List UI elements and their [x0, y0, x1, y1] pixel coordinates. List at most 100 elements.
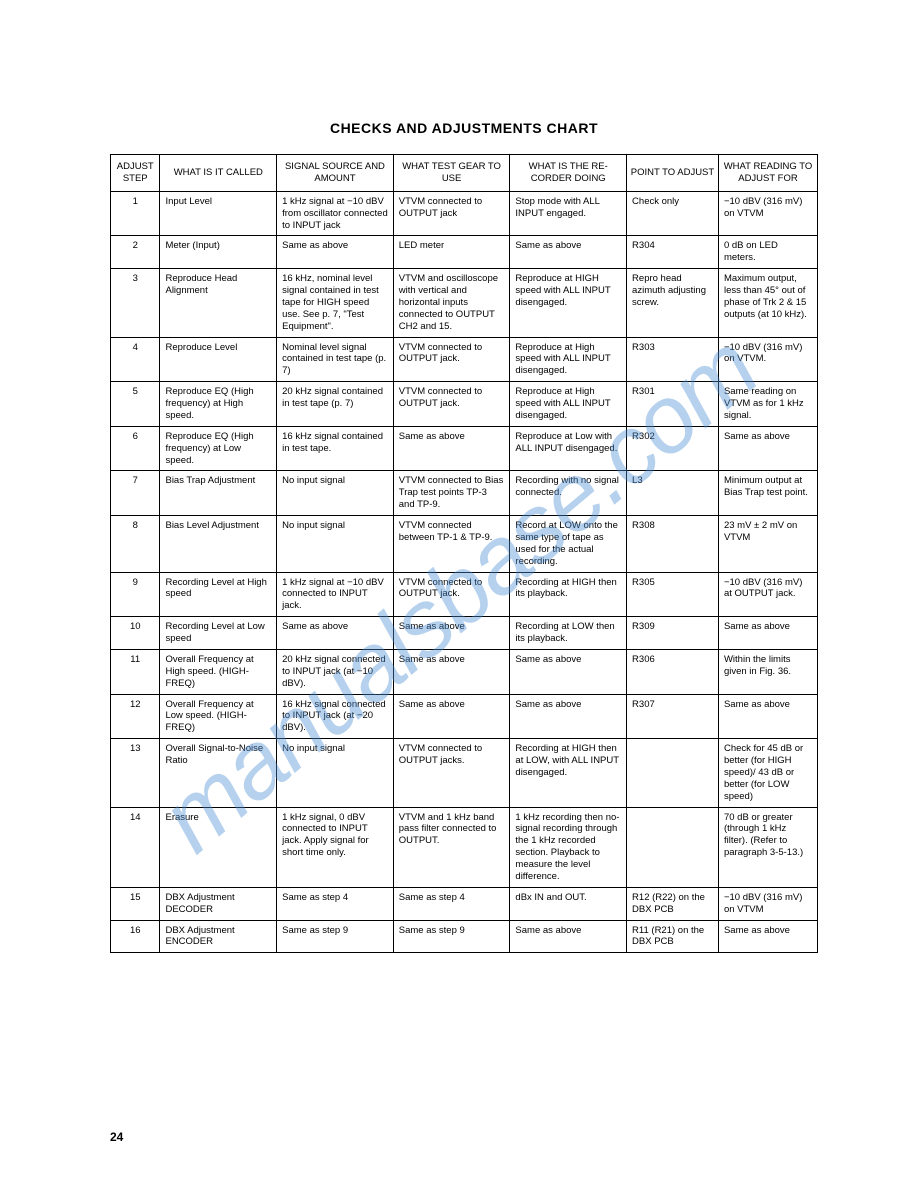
- cell-rec: Reproduce at High speed with ALL INPUT d…: [510, 337, 627, 382]
- cell-rec: Stop mode with ALL INPUT engaged.: [510, 191, 627, 236]
- col-header-what: WHAT IS IT CALLED: [160, 155, 277, 192]
- cell-rec: Reproduce at Low with ALL INPUT disengag…: [510, 426, 627, 471]
- cell-rec: Recording with no signal connected.: [510, 471, 627, 516]
- cell-src: 1 kHz signal, 0 dBV connected to INPUT j…: [277, 807, 394, 887]
- cell-what: Bias Trap Adjustment: [160, 471, 277, 516]
- cell-gear: Same as step 9: [393, 920, 510, 953]
- cell-read: 70 dB or greater (through 1 kHz filter).…: [718, 807, 817, 887]
- page-title: CHECKS AND ADJUSTMENTS CHART: [110, 120, 818, 136]
- cell-point: R305: [627, 572, 719, 617]
- table-row: 7Bias Trap AdjustmentNo input signalVTVM…: [111, 471, 818, 516]
- cell-rec: Reproduce at HIGH speed with ALL INPUT d…: [510, 269, 627, 337]
- cell-what: Overall Frequency at High speed. (HIGH-F…: [160, 649, 277, 694]
- cell-step: 2: [111, 236, 160, 269]
- cell-what: Meter (Input): [160, 236, 277, 269]
- cell-src: 16 kHz signal connected to INPUT jack (a…: [277, 694, 394, 739]
- cell-step: 3: [111, 269, 160, 337]
- cell-step: 9: [111, 572, 160, 617]
- cell-gear: VTVM connected to OUTPUT jack.: [393, 382, 510, 427]
- cell-src: No input signal: [277, 739, 394, 807]
- table-row: 2Meter (Input)Same as aboveLED meterSame…: [111, 236, 818, 269]
- cell-gear: VTVM connected to OUTPUT jack.: [393, 337, 510, 382]
- cell-rec: Same as above: [510, 920, 627, 953]
- cell-point: R301: [627, 382, 719, 427]
- cell-src: 1 kHz signal at −10 dBV connected to INP…: [277, 572, 394, 617]
- cell-point: R303: [627, 337, 719, 382]
- cell-gear: Same as above: [393, 649, 510, 694]
- table-row: 16DBX Adjustment ENCODERSame as step 9Sa…: [111, 920, 818, 953]
- table-row: 14Erasure1 kHz signal, 0 dBV connected t…: [111, 807, 818, 887]
- cell-rec: Same as above: [510, 649, 627, 694]
- table-row: 3Reproduce Head Alignment16 kHz, nominal…: [111, 269, 818, 337]
- cell-step: 13: [111, 739, 160, 807]
- cell-read: −10 dBV (316 mV) on VTVM: [718, 191, 817, 236]
- col-header-rec: WHAT IS THE RE-CORDER DOING: [510, 155, 627, 192]
- col-header-read: WHAT READING TO ADJUST FOR: [718, 155, 817, 192]
- cell-read: Same as above: [718, 617, 817, 650]
- table-row: 12Overall Frequency at Low speed. (HIGH-…: [111, 694, 818, 739]
- cell-read: Same reading on VTVM as for 1 kHz signal…: [718, 382, 817, 427]
- cell-point: R11 (R21) on the DBX PCB: [627, 920, 719, 953]
- cell-read: −10 dBV (316 mV) on VTVM.: [718, 337, 817, 382]
- cell-point: R306: [627, 649, 719, 694]
- cell-step: 1: [111, 191, 160, 236]
- cell-src: 16 kHz, nominal level signal contained i…: [277, 269, 394, 337]
- cell-gear: VTVM and 1 kHz band pass filter connecte…: [393, 807, 510, 887]
- cell-read: Maximum output, less than 45° out of pha…: [718, 269, 817, 337]
- table-row: 9Recording Level at High speed1 kHz sign…: [111, 572, 818, 617]
- cell-gear: VTVM connected to OUTPUT jack.: [393, 572, 510, 617]
- cell-gear: VTVM and oscilloscope with vertical and …: [393, 269, 510, 337]
- cell-rec: Recording at LOW then its playback.: [510, 617, 627, 650]
- cell-what: Reproduce Head Alignment: [160, 269, 277, 337]
- cell-read: Check for 45 dB or better (for HIGH spee…: [718, 739, 817, 807]
- cell-rec: Same as above: [510, 236, 627, 269]
- cell-src: No input signal: [277, 471, 394, 516]
- cell-step: 4: [111, 337, 160, 382]
- cell-what: Overall Signal-to-Noise Ratio: [160, 739, 277, 807]
- cell-rec: dBx IN and OUT.: [510, 887, 627, 920]
- cell-what: Reproduce Level: [160, 337, 277, 382]
- cell-what: Input Level: [160, 191, 277, 236]
- cell-gear: VTVM connected to OUTPUT jack: [393, 191, 510, 236]
- cell-gear: VTVM connected to Bias Trap test points …: [393, 471, 510, 516]
- cell-what: DBX Adjustment ENCODER: [160, 920, 277, 953]
- table-row: 13Overall Signal-to-Noise RatioNo input …: [111, 739, 818, 807]
- table-row: 6Reproduce EQ (High frequency) at Low sp…: [111, 426, 818, 471]
- adjustments-table: ADJUST STEP WHAT IS IT CALLED SIGNAL SOU…: [110, 154, 818, 953]
- cell-what: Recording Level at High speed: [160, 572, 277, 617]
- cell-src: 16 kHz signal contained in test tape.: [277, 426, 394, 471]
- cell-what: DBX Adjustment DECODER: [160, 887, 277, 920]
- cell-point: [627, 807, 719, 887]
- col-header-src: SIGNAL SOURCE AND AMOUNT: [277, 155, 394, 192]
- cell-src: No input signal: [277, 516, 394, 573]
- col-header-point: POINT TO ADJUST: [627, 155, 719, 192]
- cell-read: Same as above: [718, 920, 817, 953]
- cell-rec: Record at LOW onto the same type of tape…: [510, 516, 627, 573]
- cell-read: 23 mV ± 2 mV on VTVM: [718, 516, 817, 573]
- cell-step: 15: [111, 887, 160, 920]
- cell-read: Minimum output at Bias Trap test point.: [718, 471, 817, 516]
- table-row: 10Recording Level at Low speedSame as ab…: [111, 617, 818, 650]
- cell-src: Nominal level signal contained in test t…: [277, 337, 394, 382]
- cell-read: Same as above: [718, 426, 817, 471]
- table-row: 11Overall Frequency at High speed. (HIGH…: [111, 649, 818, 694]
- col-header-step: ADJUST STEP: [111, 155, 160, 192]
- cell-rec: Reproduce at High speed with ALL INPUT d…: [510, 382, 627, 427]
- cell-src: Same as above: [277, 617, 394, 650]
- cell-gear: Same as above: [393, 694, 510, 739]
- cell-point: R304: [627, 236, 719, 269]
- cell-gear: LED meter: [393, 236, 510, 269]
- cell-read: −10 dBV (316 mV) at OUTPUT jack.: [718, 572, 817, 617]
- table-header-row: ADJUST STEP WHAT IS IT CALLED SIGNAL SOU…: [111, 155, 818, 192]
- cell-step: 16: [111, 920, 160, 953]
- cell-gear: Same as step 4: [393, 887, 510, 920]
- table-row: 5Reproduce EQ (High frequency) at High s…: [111, 382, 818, 427]
- cell-src: Same as step 4: [277, 887, 394, 920]
- cell-rec: Recording at HIGH then at LOW, with ALL …: [510, 739, 627, 807]
- cell-read: −10 dBV (316 mV) on VTVM: [718, 887, 817, 920]
- cell-rec: 1 kHz recording then no-signal recording…: [510, 807, 627, 887]
- cell-step: 8: [111, 516, 160, 573]
- cell-what: Recording Level at Low speed: [160, 617, 277, 650]
- cell-src: 20 kHz signal contained in test tape (p.…: [277, 382, 394, 427]
- cell-what: Erasure: [160, 807, 277, 887]
